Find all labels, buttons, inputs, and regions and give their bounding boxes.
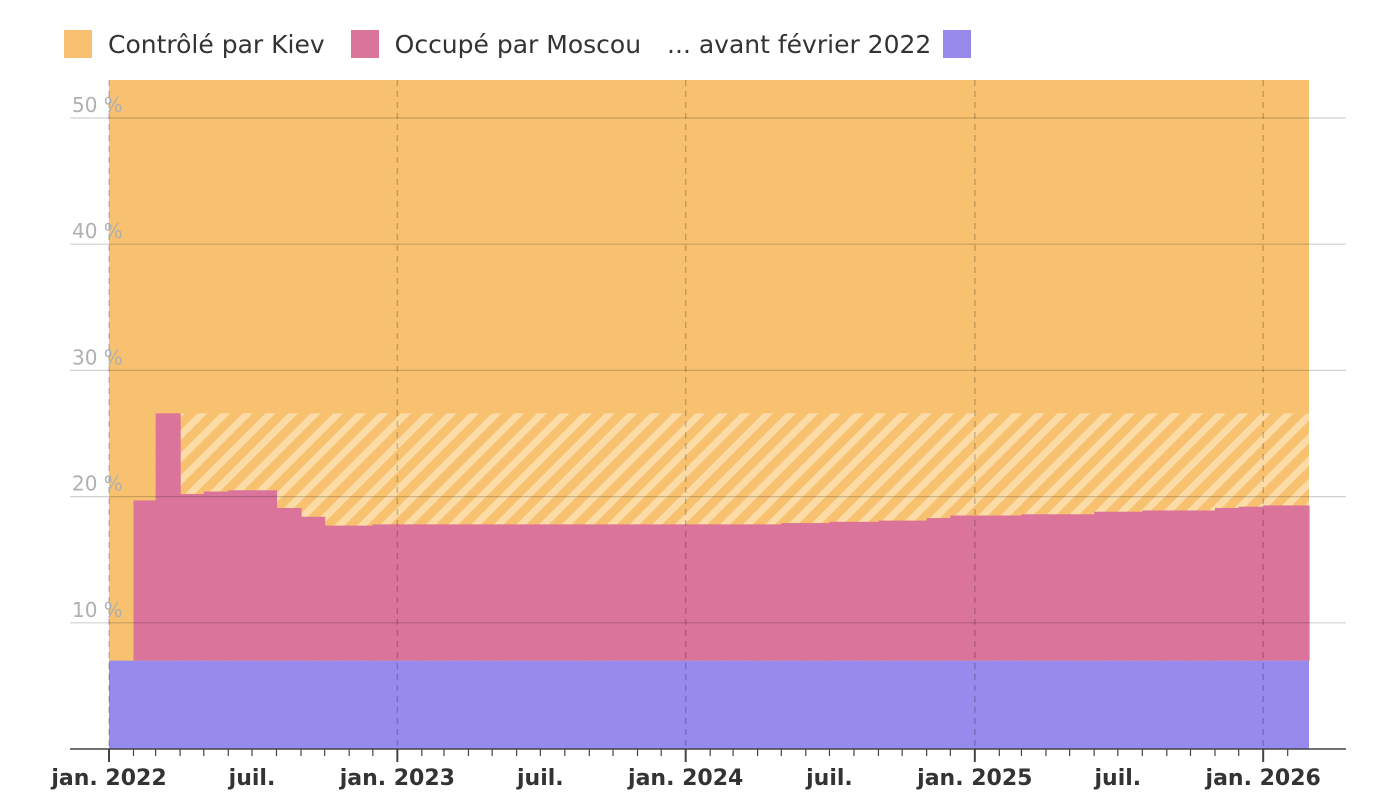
legend-item-before-2022: ... avant février 2022 — [667, 29, 972, 59]
x-tick-label: jan. 2024 — [627, 766, 743, 791]
x-tick-label: juil. — [228, 766, 276, 791]
moscow-bar — [276, 507, 302, 661]
x-tick-label: jan. 2022 — [50, 766, 166, 791]
legend: Contrôlé par Kiev Occupé par Moscou ... … — [64, 22, 997, 66]
before-2022-area — [109, 660, 1309, 749]
moscow-bar — [1142, 510, 1168, 661]
moscow-bar — [421, 524, 445, 661]
moscow-bar — [1190, 510, 1216, 661]
x-tick-label: juil. — [516, 766, 564, 791]
moscow-bar — [1021, 514, 1047, 661]
moscow-bar — [540, 524, 566, 661]
moscow-bar — [805, 523, 831, 661]
legend-swatch-before-2022 — [943, 30, 972, 58]
y-tick-label: 30 % — [72, 345, 123, 369]
y-tick-label: 50 % — [72, 93, 123, 117]
moscow-bar — [878, 520, 903, 661]
moscow-bar — [781, 523, 807, 661]
legend-label-before-2022: ... avant février 2022 — [667, 29, 932, 59]
moscow-bar — [853, 521, 880, 661]
moscow-bar — [757, 524, 782, 661]
moscow-bar — [228, 490, 253, 661]
moscow-bar — [1166, 510, 1192, 661]
legend-swatch-moscow — [350, 30, 379, 58]
moscow-bar — [637, 524, 662, 661]
legend-swatch-kiev — [64, 30, 92, 58]
moscow-bar — [613, 524, 639, 661]
moscow-bar — [1094, 511, 1119, 661]
moscow-bar — [516, 524, 541, 661]
moscow-bar — [1117, 511, 1143, 661]
moscow-bar — [349, 525, 374, 661]
x-tick-label: jan. 2025 — [916, 766, 1032, 791]
legend-label-kiev: Contrôlé par Kiev — [108, 29, 325, 59]
y-tick-label: 20 % — [72, 472, 123, 496]
legend-item-kiev: Contrôlé par Kiev — [64, 30, 325, 59]
moscow-bar — [733, 524, 759, 661]
y-tick-label: 10 % — [72, 598, 123, 622]
moscow-bar — [1045, 514, 1071, 661]
moscow-bar — [1238, 506, 1264, 661]
moscow-bar — [1069, 514, 1095, 661]
moscow-bar — [1287, 505, 1310, 661]
moscow-bar — [492, 524, 518, 661]
moscow-bar — [324, 525, 350, 661]
moscow-bar — [251, 490, 278, 661]
moscow-bar — [829, 521, 855, 661]
moscow-bar — [685, 524, 711, 661]
moscow-bar — [203, 491, 229, 661]
moscow-bar — [1263, 505, 1289, 661]
moscow-bar — [397, 524, 423, 661]
x-tick-label: juil. — [805, 766, 853, 791]
moscow-bar — [1214, 507, 1240, 661]
moscow-bar — [564, 524, 590, 661]
moscow-bar — [300, 516, 326, 661]
x-tick-label: juil. — [1093, 766, 1141, 791]
y-tick-label: 40 % — [72, 219, 123, 243]
moscow-bar — [589, 524, 614, 661]
moscow-bar — [926, 518, 951, 661]
plot-area: 10 % 20 % 30 % 40 % 50 % jan. 2022 juil. jan. 2… — [50, 80, 1346, 791]
moscow-bar — [710, 524, 734, 661]
moscow-bar — [902, 520, 928, 661]
moscow-bar — [372, 524, 398, 661]
moscow-bar — [950, 515, 976, 661]
moscow-bar — [468, 524, 493, 661]
legend-label-moscow: Occupé par Moscou — [394, 29, 642, 59]
moscow-bar — [443, 524, 470, 661]
moscow-bar — [999, 515, 1023, 661]
legend-item-moscow: Occupé par Moscou — [350, 29, 642, 59]
moscow-bar — [974, 515, 1000, 661]
moscow-bar — [133, 500, 157, 661]
moscow-bar — [155, 413, 181, 661]
moscow-bar — [180, 494, 205, 661]
x-tick-label: jan. 2026 — [1205, 766, 1321, 791]
x-tick-label: jan. 2023 — [339, 766, 455, 791]
moscow-bar — [661, 524, 687, 661]
